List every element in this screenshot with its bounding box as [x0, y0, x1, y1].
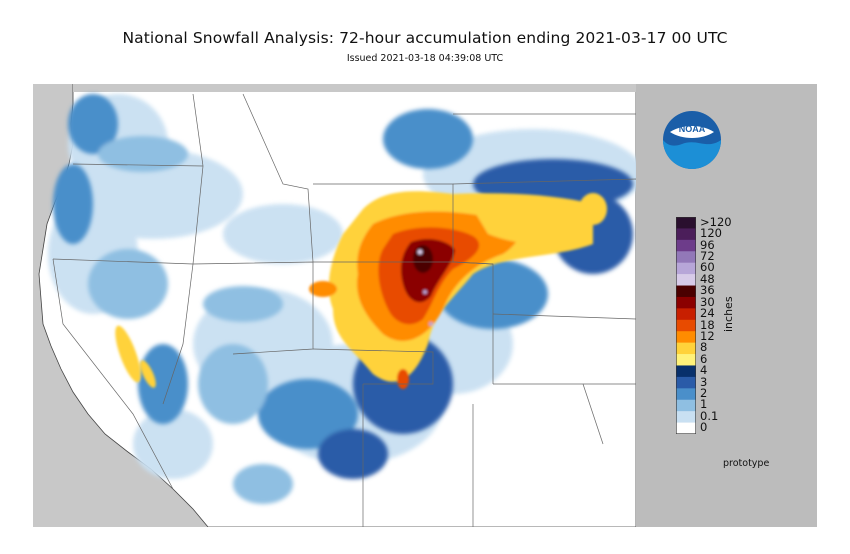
prototype-label: prototype [723, 458, 770, 469]
map-title: National Snowfall Analysis: 72-hour accu… [122, 29, 728, 47]
legend-swatch [676, 251, 696, 263]
legend-swatch [676, 239, 696, 252]
legend-tick-label: 0 [700, 420, 708, 435]
legend-tick-label: >120 [700, 214, 732, 229]
legend-swatch [676, 228, 696, 241]
snow-heavy [115, 191, 607, 389]
legend-tick-label: 0.1 [700, 408, 719, 423]
legend-swatch [676, 399, 696, 412]
canada-area [73, 84, 636, 92]
legend-swatch [676, 319, 696, 332]
map-svg [33, 84, 636, 527]
legend-tick-label: 1 [700, 397, 708, 412]
legend-tick-label: 8 [700, 340, 708, 355]
snowfall-map [33, 84, 636, 527]
legend-tick-label: 4 [700, 363, 708, 378]
legend-tick-label: 120 [700, 226, 722, 241]
legend-swatch [676, 422, 696, 434]
legend-tick-label: 72 [700, 249, 715, 263]
legend-swatch [676, 274, 696, 286]
legend-tick-label: 2 [700, 386, 708, 400]
legend-swatch [676, 388, 696, 401]
legend-swatch [676, 331, 696, 343]
legend-swatch [676, 285, 696, 298]
legend-swatch [676, 308, 696, 321]
legend-tick-label: 36 [700, 283, 715, 298]
legend-swatch [676, 217, 696, 229]
legend-panel: NOAA >120 120 96 72 60 48 36 30 24 18 12 8 6 4 3 2 1 0.1 0… [636, 84, 817, 527]
legend-swatch [676, 411, 696, 423]
legend-tick-label: 24 [700, 306, 715, 321]
legend-tick-label: 30 [700, 294, 715, 309]
legend-swatch [676, 354, 696, 366]
map-subtitle: Issued 2021-03-18 04:39:08 UTC [346, 53, 504, 64]
legend-tick-label: 18 [700, 317, 715, 332]
legend-outline [676, 217, 696, 434]
legend-tick-label: 48 [700, 271, 715, 286]
legend-tick-label: 96 [700, 237, 715, 252]
legend-swatch [676, 376, 696, 389]
noaa-logo-icon: NOAA [663, 111, 721, 169]
legend-swatch [676, 365, 696, 378]
legend-swatch [676, 342, 696, 355]
legend-tick-label: 12 [700, 328, 715, 343]
units-label: inches [722, 296, 735, 332]
state-borders [52, 93, 636, 527]
legend-swatch [676, 296, 696, 309]
color-legend [676, 217, 696, 434]
legend-swatch [676, 262, 696, 275]
noaa-logo-text: NOAA [679, 124, 706, 134]
legend-tick-label: 3 [700, 374, 708, 389]
legend-tick-label: 6 [700, 351, 708, 366]
legend-tick-label: 60 [700, 260, 715, 275]
